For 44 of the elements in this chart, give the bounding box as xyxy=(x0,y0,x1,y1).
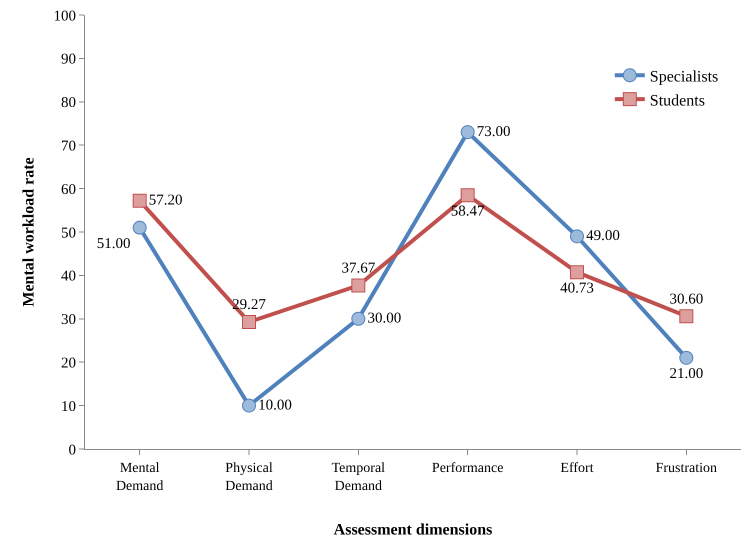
point xyxy=(242,314,256,329)
data-label: 30.00 xyxy=(367,310,402,327)
data-label: 30.60 xyxy=(669,291,704,308)
y-tick-label: 10 xyxy=(61,398,76,415)
x-tick-label: Frustration xyxy=(656,460,718,476)
point xyxy=(679,309,694,324)
point xyxy=(351,278,366,293)
point xyxy=(679,350,694,365)
x-tick-label: Mental Demand xyxy=(116,460,164,494)
data-label: 10.00 xyxy=(258,397,292,414)
point xyxy=(132,220,147,235)
point xyxy=(460,188,475,202)
y-tick-label: 90 xyxy=(61,52,76,68)
point xyxy=(242,398,256,413)
data-label: 57.20 xyxy=(148,192,183,208)
y-tick-label: 30 xyxy=(61,312,76,328)
point xyxy=(132,194,147,208)
data-label: 40.73 xyxy=(560,280,594,297)
legend-label: Specialists xyxy=(650,68,718,86)
data-label: 73.00 xyxy=(476,124,511,140)
y-tick-label: 70 xyxy=(61,138,76,154)
legend-label: Students xyxy=(650,92,705,110)
x-axis-title: Assessment dimensions xyxy=(334,522,492,539)
data-label: 21.00 xyxy=(669,366,704,382)
y-axis-title: Mental workload rate xyxy=(20,157,38,307)
data-label: 37.67 xyxy=(341,260,376,277)
y-tick-label: 0 xyxy=(68,442,76,458)
y-tick-label: 20 xyxy=(61,355,76,372)
data-label: 58.47 xyxy=(450,204,486,220)
point xyxy=(570,265,584,280)
data-label: 49.00 xyxy=(586,228,620,244)
data-label: 51.00 xyxy=(96,236,131,252)
point xyxy=(570,229,584,244)
y-tick-label: 40 xyxy=(61,268,76,285)
point xyxy=(351,312,366,326)
x-tick-label: Temporal Demand xyxy=(332,460,386,494)
x-tick-label: Performance xyxy=(432,460,504,476)
x-tick-label: Physical Demand xyxy=(225,460,273,494)
point xyxy=(460,125,475,140)
x-tick-label: Effort xyxy=(560,460,594,476)
y-tick-label: 80 xyxy=(61,95,76,112)
y-tick-label: 60 xyxy=(61,182,76,198)
y-tick-label: 50 xyxy=(61,225,76,242)
y-tick-label: 100 xyxy=(54,8,76,24)
